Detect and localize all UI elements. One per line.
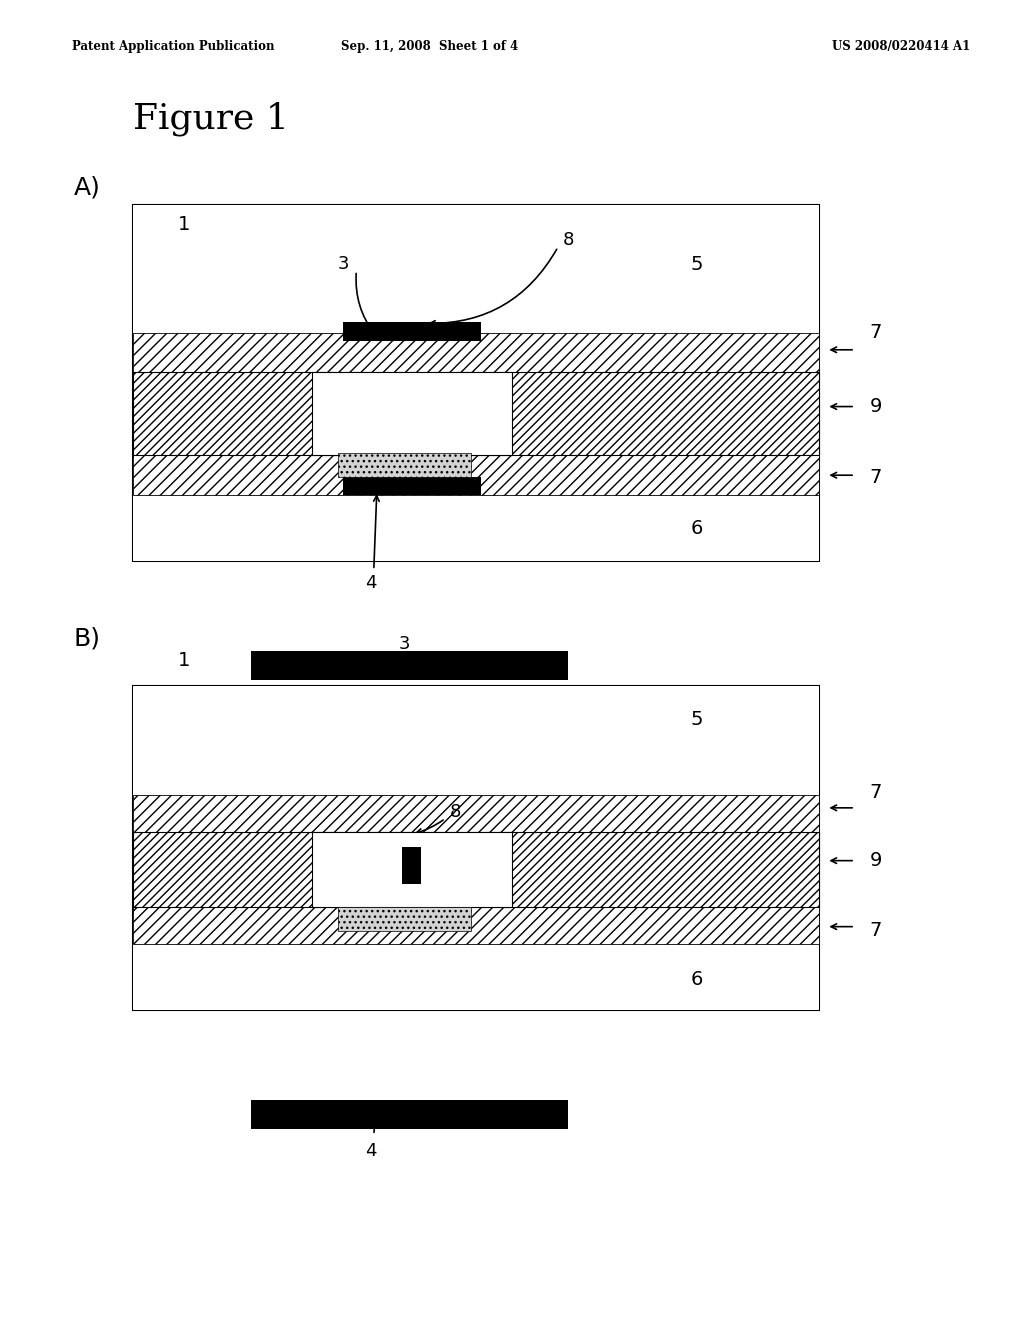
Text: 7: 7 <box>869 469 882 487</box>
Text: 3: 3 <box>337 255 349 273</box>
Bar <box>133 333 819 372</box>
Bar <box>133 686 819 832</box>
Text: 9: 9 <box>869 851 882 870</box>
Text: 6: 6 <box>690 519 702 537</box>
Bar <box>133 455 819 495</box>
Text: 5: 5 <box>690 710 702 729</box>
Bar <box>133 832 819 907</box>
Text: 2: 2 <box>357 393 370 412</box>
Text: 8: 8 <box>562 231 574 249</box>
Text: Patent Application Publication: Patent Application Publication <box>72 40 274 53</box>
Text: 6: 6 <box>690 970 702 989</box>
Bar <box>133 205 819 372</box>
Bar <box>133 205 819 561</box>
Text: 9: 9 <box>869 397 882 416</box>
Text: 5: 5 <box>690 255 702 273</box>
Text: 4: 4 <box>365 574 377 593</box>
Text: Sep. 11, 2008  Sheet 1 of 4: Sep. 11, 2008 Sheet 1 of 4 <box>341 40 519 53</box>
Text: B): B) <box>74 627 100 651</box>
Bar <box>133 458 819 561</box>
Bar <box>312 832 512 907</box>
Bar <box>338 453 471 477</box>
Bar <box>133 372 819 455</box>
Text: 8: 8 <box>450 803 462 821</box>
Text: US 2008/0220414 A1: US 2008/0220414 A1 <box>831 40 971 53</box>
Bar <box>133 795 819 832</box>
Bar <box>402 847 421 884</box>
Text: A): A) <box>74 176 100 199</box>
Bar <box>343 477 481 495</box>
Text: Figure 1: Figure 1 <box>133 102 289 136</box>
Text: 7: 7 <box>869 783 882 801</box>
Bar <box>251 651 568 680</box>
Bar <box>343 322 481 341</box>
Text: 7: 7 <box>869 921 882 940</box>
Text: 2: 2 <box>337 851 349 870</box>
Bar <box>133 915 819 1010</box>
Bar <box>251 1100 568 1129</box>
Text: 1: 1 <box>178 651 190 669</box>
Text: 4: 4 <box>365 1142 377 1160</box>
Bar <box>338 907 471 931</box>
Text: 3: 3 <box>398 635 411 653</box>
Text: 1: 1 <box>178 215 190 234</box>
Bar <box>312 372 512 455</box>
Text: 7: 7 <box>869 323 882 342</box>
Bar <box>133 686 819 1010</box>
Bar <box>133 907 819 944</box>
